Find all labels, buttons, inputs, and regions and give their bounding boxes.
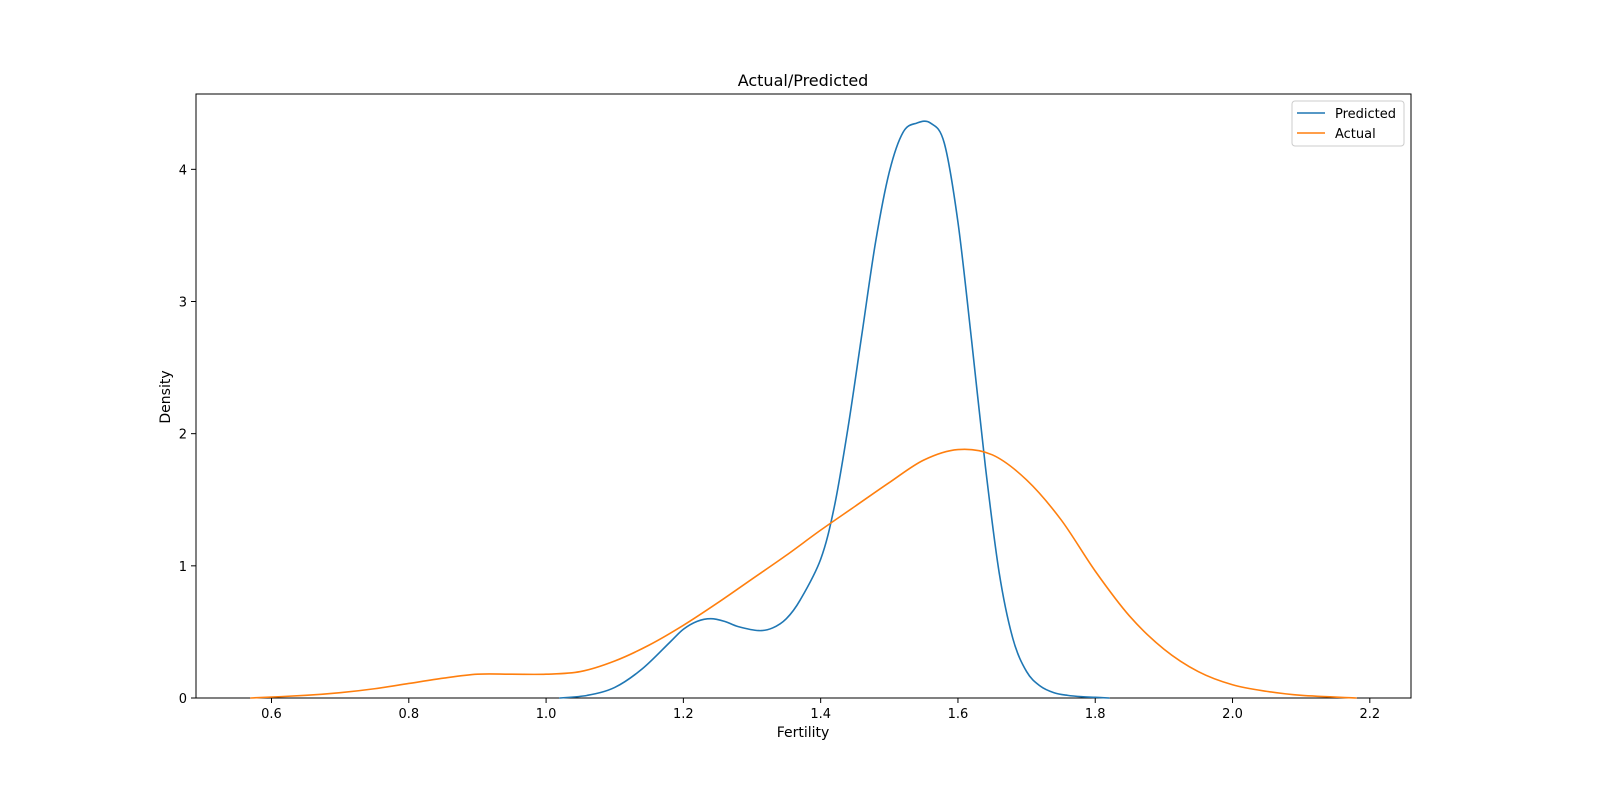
y-axis-label: Density	[158, 370, 174, 423]
y-tick-label: 1	[179, 560, 187, 575]
y-tick-label: 0	[179, 692, 187, 707]
y-tick-label: 3	[179, 296, 187, 311]
y-tick-label: 2	[179, 428, 187, 443]
x-tick-label: 1.8	[1085, 707, 1106, 722]
x-tick-label: 0.8	[398, 707, 419, 722]
y-tick-label: 4	[179, 163, 187, 178]
legend-label-predicted: Predicted	[1335, 107, 1396, 122]
legend-label-actual: Actual	[1335, 127, 1376, 142]
chart-title: Actual/Predicted	[738, 71, 869, 90]
legend: Predicted Actual	[1291, 100, 1405, 147]
x-axis-label: Fertility	[777, 725, 830, 741]
y-axis: 0 1 2 3 4	[179, 163, 196, 707]
x-tick-label: 1.2	[673, 707, 694, 722]
series-line-predicted	[559, 120, 1110, 699]
x-axis: 0.6 0.8 1.0 1.2 1.4 1.6 1.8 2.0 2.2	[261, 698, 1380, 722]
series-line-actual	[250, 448, 1357, 699]
x-tick-label: 0.6	[261, 707, 282, 722]
x-tick-label: 2.0	[1222, 707, 1243, 722]
series-layer	[250, 120, 1357, 699]
plot-area	[195, 93, 1412, 699]
x-tick-label: 1.6	[948, 707, 969, 722]
x-tick-label: 1.0	[536, 707, 557, 722]
plot-frame	[195, 93, 1412, 699]
x-tick-label: 2.2	[1359, 707, 1380, 722]
x-tick-label: 1.4	[810, 707, 831, 722]
